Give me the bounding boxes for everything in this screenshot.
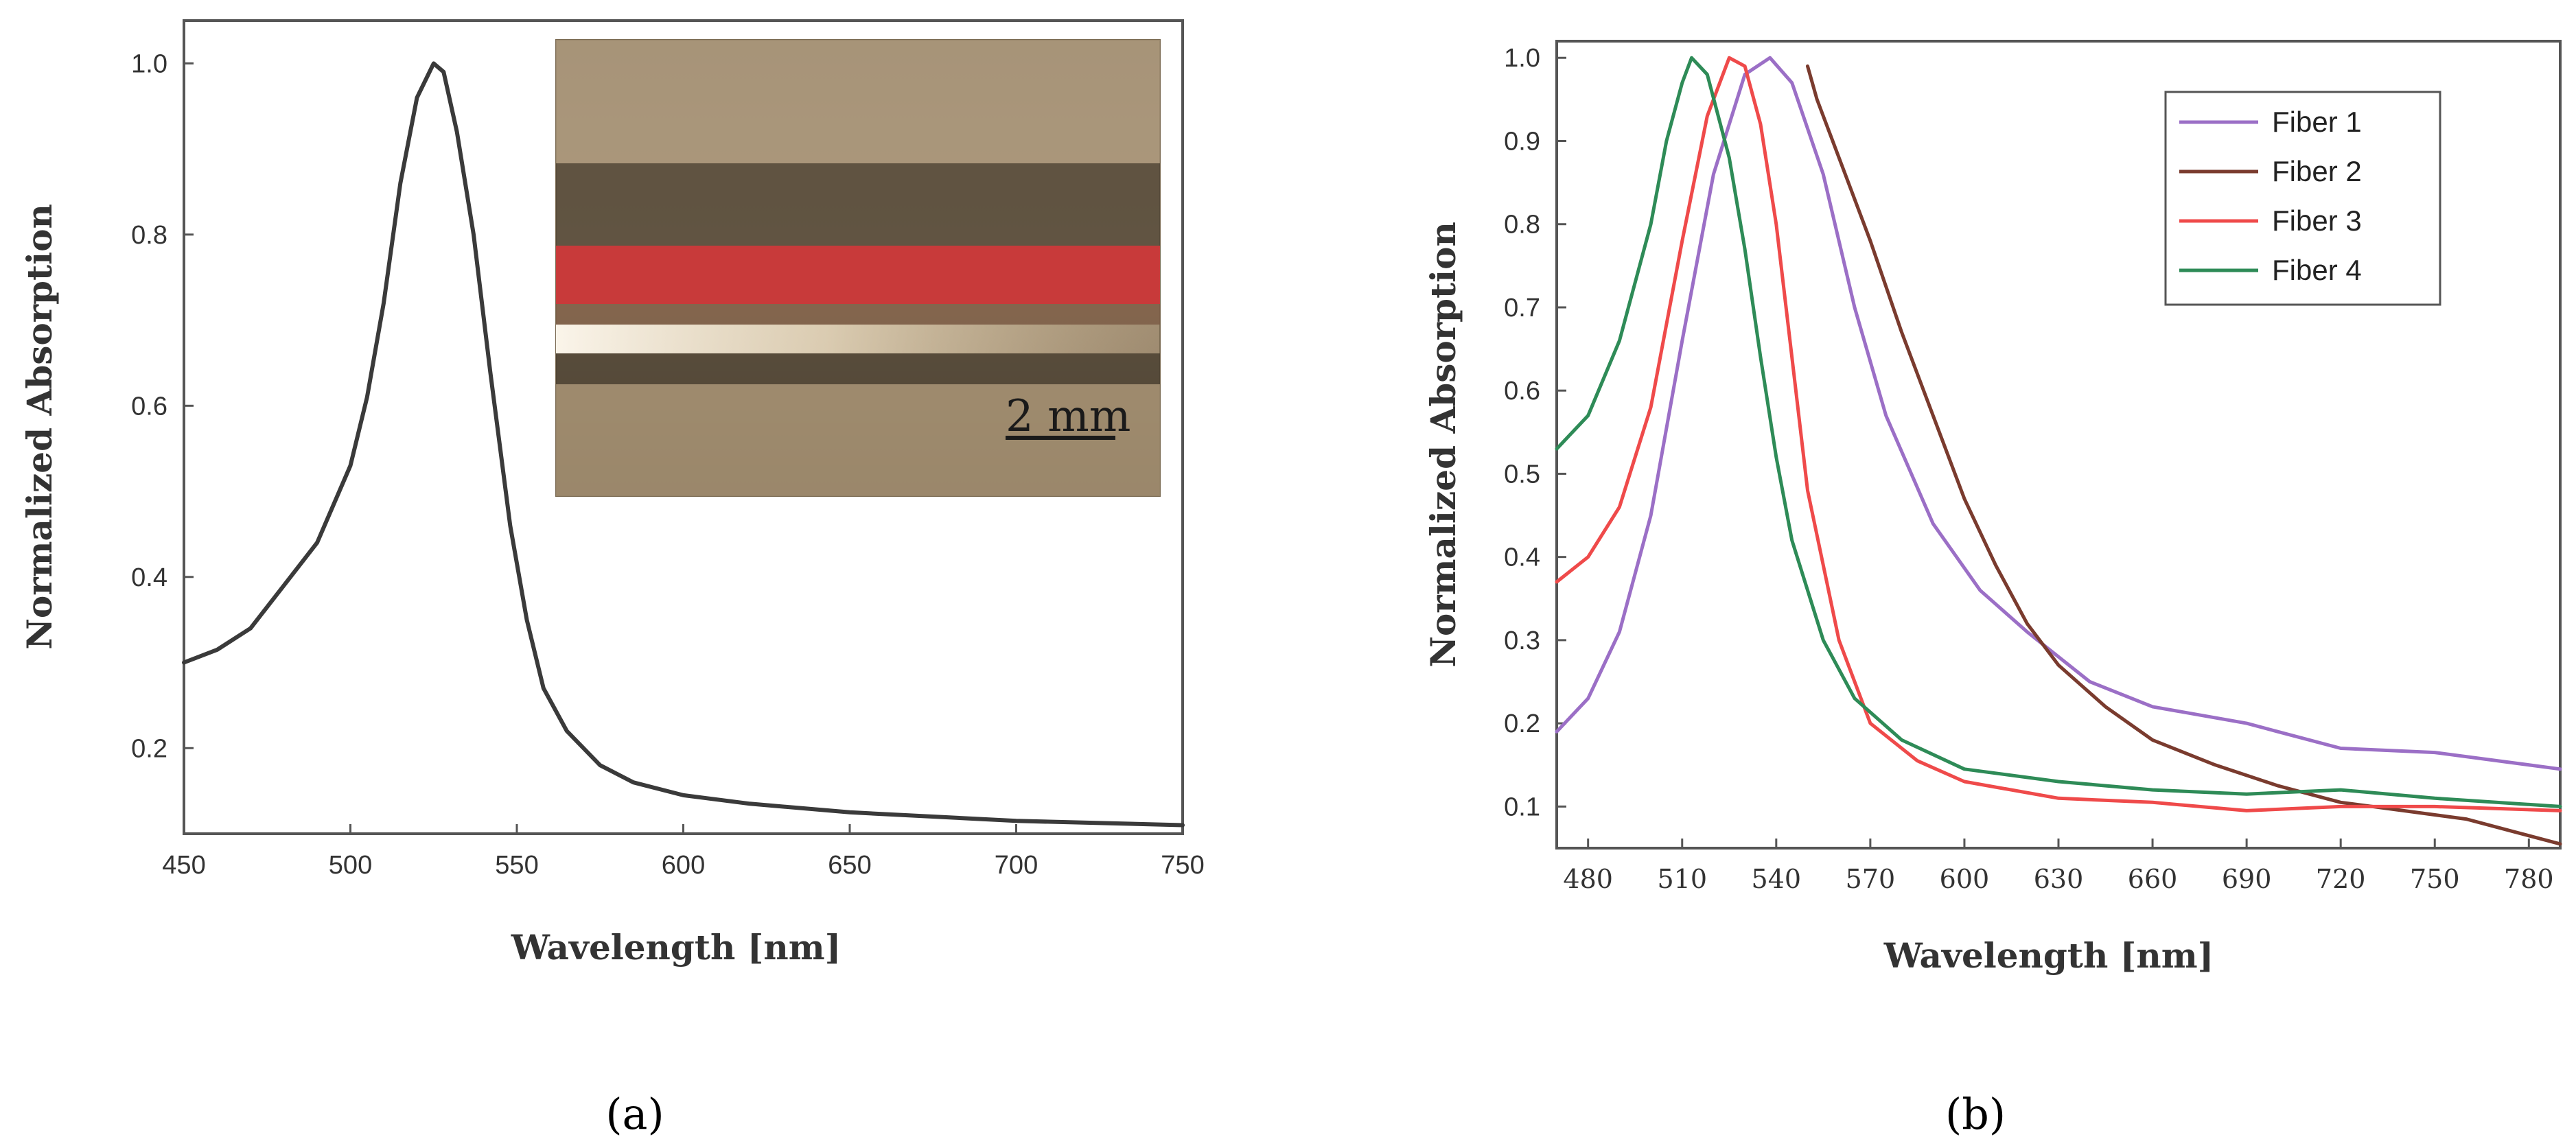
x-tick-label: 720: [2316, 864, 2366, 894]
y-tick-label: 0.4: [131, 563, 167, 592]
y-tick-label: 0.9: [1504, 127, 1540, 156]
series-lines-b: [1555, 56, 2562, 846]
y-tick-label: 0.8: [131, 221, 167, 250]
y-tick-label: 1.0: [131, 49, 167, 78]
x-tick-label: 750: [2410, 864, 2460, 894]
x-tick-label: 450: [162, 851, 205, 880]
y-tick-label: 0.6: [1504, 377, 1540, 406]
y-tick-label: 0.5: [1504, 460, 1540, 489]
x-tick-label: 630: [2034, 864, 2084, 894]
tick-labels-a: 450 500 550 600 650 700 750 0.2 0.4 0.6 0.8 1.0: [131, 49, 1205, 880]
y-tick-label: 0.2: [131, 734, 167, 763]
legend-label-fiber-2: Fiber 2: [2272, 155, 2362, 187]
y-tick-label: 0.8: [1504, 211, 1540, 239]
absorption-line: [182, 61, 1185, 828]
series-line-fiber-4: [1555, 56, 2562, 808]
x-tick-label: 570: [1846, 864, 1896, 894]
panel-b: 480 510 540 570 600 630 660 690 720 750 780 0.1 0.2 0…: [1423, 40, 2562, 1139]
panel-a: 450 500 550 600 650 700 750 0.2 0.4 0.6 0.8 1.0 2 m…: [19, 19, 1205, 1139]
x-tick-label: 540: [1752, 864, 1802, 894]
x-tick-label: 700: [995, 851, 1038, 880]
y-tick-label: 0.7: [1504, 294, 1540, 323]
x-tick-label: 780: [2504, 864, 2554, 894]
x-tick-label: 650: [828, 851, 871, 880]
x-tick-label: 660: [2128, 864, 2178, 894]
y-axis-title-a: Normalized Absorption: [19, 204, 60, 650]
x-tick-label: 510: [1657, 864, 1707, 894]
x-tick-label: 750: [1161, 851, 1204, 880]
series-line-fiber-3: [1555, 56, 2562, 812]
x-tick-label: 550: [495, 851, 538, 880]
y-axis-title-b: Normalized Absorption: [1423, 222, 1463, 668]
panel-label-b: (b): [1945, 1089, 2006, 1139]
x-tick-label: 690: [2222, 864, 2272, 894]
series-line-fiber-2: [1806, 64, 2562, 846]
y-tick-label: 0.1: [1504, 793, 1540, 821]
x-tick-label: 480: [1563, 864, 1613, 894]
y-tick-label: 0.6: [131, 392, 167, 421]
x-axis-title-a: Wavelength [nm]: [511, 927, 842, 968]
series-line-fiber-1: [1555, 56, 2562, 771]
y-tick-label: 0.2: [1504, 710, 1540, 738]
tick-labels-b: 480 510 540 570 600 630 660 690 720 750 780 0.1 0.2 0…: [1504, 44, 2553, 894]
x-tick-label: 600: [662, 851, 705, 880]
scale-bar-label: 2 mm: [1006, 391, 1130, 442]
legend-label-fiber-3: Fiber 3: [2272, 204, 2362, 237]
y-tick-label: 0.4: [1504, 543, 1540, 572]
x-tick-label: 500: [329, 851, 372, 880]
axis-ticks-b: [1557, 56, 2530, 848]
x-tick-label: 600: [1940, 864, 1990, 894]
legend-label-fiber-4: Fiber 4: [2272, 254, 2362, 286]
y-tick-label: 1.0: [1504, 44, 1540, 73]
legend: Fiber 1 Fiber 2 Fiber 3 Fiber 4: [2164, 91, 2441, 306]
x-axis-title-b: Wavelength [nm]: [1883, 935, 2214, 976]
legend-label-fiber-1: Fiber 1: [2272, 106, 2362, 138]
panel-label-a: (a): [605, 1089, 664, 1139]
inset-photo: 2 mm: [555, 39, 1161, 497]
y-tick-label: 0.3: [1504, 626, 1540, 655]
